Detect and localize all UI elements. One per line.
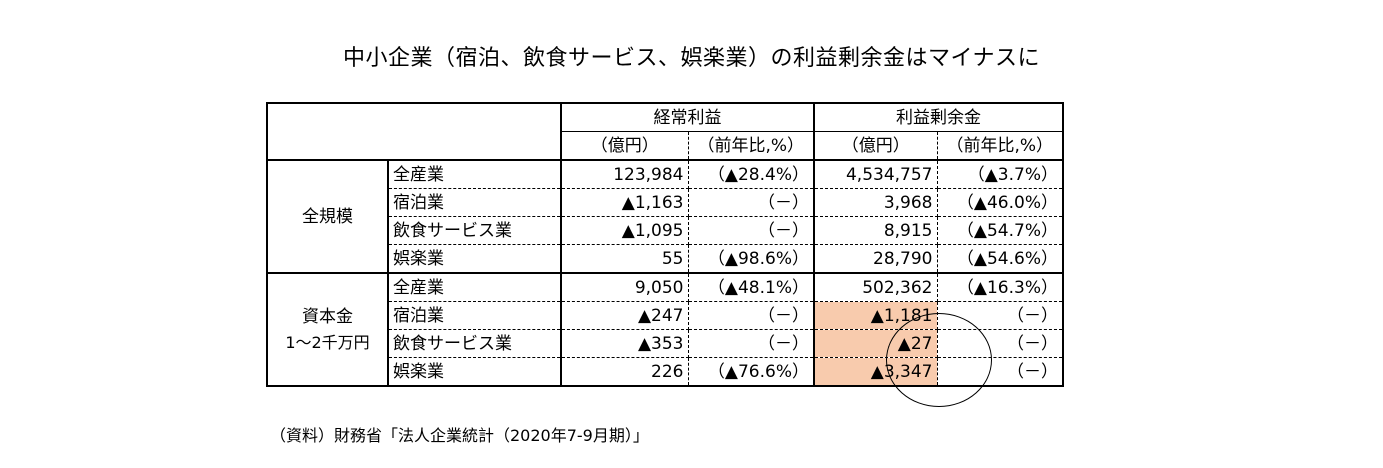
op-profit-value: ▲1,095 — [561, 216, 689, 245]
op-profit-value: 9,050 — [561, 273, 689, 302]
table-row: 宿泊業 ▲1,163 （－） 3,968 （▲46.0%） — [267, 188, 1064, 217]
header-unit-yen: （億円） — [561, 131, 689, 161]
table-row: 全規模 全産業 123,984 （▲28.4%） 4,534,757 （▲3.7… — [266, 160, 1064, 274]
retained-value: 4,534,757 — [814, 160, 938, 189]
ret-yoy-value: （▲3.7%） — [937, 160, 1064, 189]
ret-yoy-value: （▲46.0%） — [937, 188, 1064, 217]
table-row: 娯楽業 55 （▲98.6%） 28,790 （▲54.6%） — [267, 244, 1064, 274]
op-yoy-value: （－） — [688, 216, 815, 245]
op-yoy-value: （－） — [688, 188, 815, 217]
retained-value: 3,968 — [814, 188, 938, 217]
ret-yoy-value: （▲16.3%） — [937, 273, 1064, 302]
header-row-groups: 経常利益 利益剰余金 — [266, 102, 1064, 161]
op-yoy-value: （－） — [688, 301, 815, 330]
section-label-capital-line2: 1～2千万円 — [285, 332, 370, 352]
op-yoy-value: （▲76.6%） — [688, 357, 815, 387]
industry-label: 宿泊業 — [388, 188, 562, 217]
industry-label: 飲食サービス業 — [388, 216, 562, 245]
section-label-all-sizes: 全規模 — [266, 160, 389, 274]
op-profit-value: ▲353 — [561, 329, 689, 358]
header-unit-yen: （億円） — [814, 131, 938, 161]
table-row: 資本金 1～2千万円 全産業 9,050 （▲48.1%） 502,362 （▲… — [266, 273, 1064, 387]
ret-yoy-value: （▲54.6%） — [937, 244, 1064, 274]
source-note: （資料）財務省「法人企業統計（2020年7-9月期）」 — [270, 426, 649, 445]
table-row: 飲食サービス業 ▲1,095 （－） 8,915 （▲54.7%） — [267, 216, 1064, 245]
retained-value-highlighted: ▲27 — [814, 329, 938, 358]
industry-label: 飲食サービス業 — [388, 329, 562, 358]
op-profit-value: ▲1,163 — [561, 188, 689, 217]
op-profit-value: 226 — [561, 357, 689, 387]
industry-label: 宿泊業 — [388, 301, 562, 330]
industry-label: 娯楽業 — [388, 357, 562, 387]
op-profit-value: 123,984 — [561, 160, 689, 189]
retained-value-highlighted: ▲3,347 — [814, 357, 938, 387]
op-profit-value: ▲247 — [561, 301, 689, 330]
table-row: 宿泊業 ▲247 （－） ▲1,181 （－） — [267, 301, 1064, 330]
op-yoy-value: （－） — [688, 329, 815, 358]
industry-label: 全産業 — [388, 273, 562, 302]
ret-yoy-value: （▲54.7%） — [937, 216, 1064, 245]
ret-yoy-value: （－） — [937, 301, 1064, 330]
header-unit-pct: （前年比,%） — [688, 131, 815, 161]
financial-table: 経常利益 利益剰余金 （億円） （前年比,%） （億円） （前年比,%） 全規模… — [266, 102, 1064, 387]
header-retained-earnings: 利益剰余金 — [814, 102, 1064, 132]
op-yoy-value: （▲48.1%） — [688, 273, 815, 302]
header-ordinary-profit: 経常利益 — [561, 102, 815, 132]
page-title: 中小企業（宿泊、飲食サービス、娯楽業）の利益剰余金はマイナスに — [342, 46, 1041, 71]
table-row: 娯楽業 226 （▲76.6%） ▲3,347 （－） — [267, 357, 1064, 387]
retained-value: 8,915 — [814, 216, 938, 245]
header-unit-pct: （前年比,%） — [937, 131, 1064, 161]
retained-value: 28,790 — [814, 244, 938, 274]
retained-value-highlighted: ▲1,181 — [814, 301, 938, 330]
section-label-capital-line1: 資本金 — [302, 306, 353, 327]
op-yoy-value: （▲28.4%） — [688, 160, 815, 189]
industry-label: 全産業 — [388, 160, 562, 189]
op-yoy-value: （▲98.6%） — [688, 244, 815, 274]
section-label-capital: 資本金 1～2千万円 — [266, 273, 389, 387]
header-row-units: （億円） （前年比,%） （億円） （前年比,%） — [267, 131, 1064, 161]
industry-label: 娯楽業 — [388, 244, 562, 274]
ret-yoy-value: （－） — [937, 357, 1064, 387]
corner-cell — [266, 102, 562, 161]
table-row: 飲食サービス業 ▲353 （－） ▲27 （－） — [267, 329, 1064, 358]
retained-value: 502,362 — [814, 273, 938, 302]
ret-yoy-value: （－） — [937, 329, 1064, 358]
op-profit-value: 55 — [561, 244, 689, 274]
